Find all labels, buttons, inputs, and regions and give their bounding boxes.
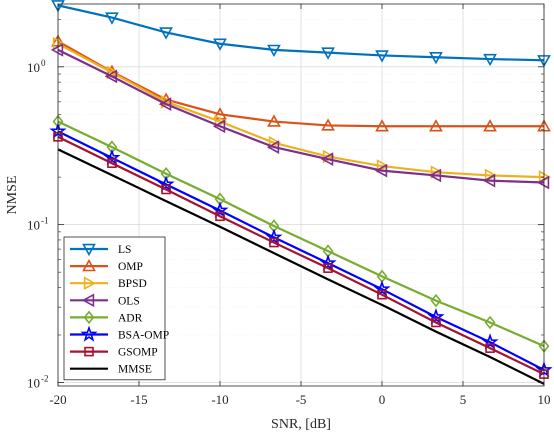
- legend-label-adr: ADR: [118, 312, 143, 324]
- data-point-ols: [374, 163, 388, 178]
- data-point-gsomp: [323, 263, 333, 273]
- series-omp: [51, 34, 551, 132]
- legend-marker-ols: [81, 293, 95, 308]
- legend-label-mmse: MMSE: [118, 364, 152, 376]
- legend-marker-adr: [83, 310, 95, 325]
- legend-marker-ls: [82, 243, 96, 257]
- data-point-ls: [105, 12, 119, 25]
- data-point-ls: [321, 47, 335, 60]
- series-layer: [49, 0, 553, 385]
- series-line-mmse: [57, 148, 545, 385]
- data-point-ols: [428, 168, 442, 183]
- series-line-adr: [57, 120, 545, 348]
- data-point-gsomp: [377, 289, 387, 300]
- series-mmse: [57, 148, 545, 385]
- data-point-omp: [375, 119, 389, 132]
- legend-label-ols: OLS: [118, 295, 140, 307]
- series-line-ols: [57, 48, 545, 184]
- data-point-gsomp: [161, 184, 171, 195]
- series-line-ls: [57, 4, 545, 62]
- data-point-bsa-omp: [427, 307, 445, 325]
- y-tick-exponent: 0: [41, 58, 46, 68]
- data-point-ols: [266, 140, 280, 154]
- data-point-adr: [484, 315, 496, 330]
- x-tick-label: 0: [379, 392, 386, 407]
- data-point-ols: [212, 119, 226, 134]
- data-point-omp: [267, 114, 281, 127]
- legend-marker-bpsd: [83, 276, 97, 291]
- data-point-ols: [482, 173, 496, 188]
- series-line-gsomp: [57, 135, 545, 376]
- x-tick-label: -15: [130, 392, 147, 407]
- data-point-gsomp: [107, 158, 117, 169]
- legend-marker-omp: [82, 258, 96, 272]
- data-point-gsomp: [431, 317, 441, 328]
- data-point-bpsd: [214, 114, 228, 129]
- legend-label-gsomp: GSOMP: [118, 347, 158, 359]
- x-tick-label: -20: [49, 392, 66, 407]
- data-point-gsomp: [215, 211, 225, 222]
- series-adr: [52, 114, 550, 353]
- y-tick-exponent: -1: [41, 216, 49, 226]
- series-ls: [51, 0, 551, 68]
- legend-marker-gsomp: [84, 346, 94, 357]
- y-tick-exponent: -2: [41, 373, 49, 383]
- data-point-bpsd: [376, 159, 390, 173]
- data-point-ls: [159, 27, 173, 40]
- data-point-bsa-omp: [157, 175, 175, 192]
- series-line-bpsd: [57, 42, 545, 179]
- data-point-ols: [536, 175, 550, 190]
- legend-label-bsa-omp: BSA-OMP: [118, 330, 169, 342]
- series-ols: [50, 43, 550, 190]
- data-point-bsa-omp: [373, 280, 391, 297]
- legend-marker-bsa-omp: [80, 325, 98, 342]
- y-tick-label: 10: [27, 218, 40, 233]
- legend-label-ls: LS: [118, 244, 131, 256]
- data-point-bsa-omp: [211, 201, 229, 218]
- data-point-ols: [50, 43, 64, 57]
- data-point-gsomp: [269, 237, 279, 248]
- data-point-omp: [483, 119, 497, 132]
- legend-box: [63, 236, 166, 381]
- data-point-omp: [429, 119, 443, 132]
- data-point-ls: [429, 52, 443, 65]
- data-point-omp: [321, 118, 335, 131]
- data-point-bsa-omp: [319, 254, 337, 271]
- series-line-bsa-omp: [57, 130, 545, 371]
- data-point-bsa-omp: [265, 228, 283, 245]
- data-point-bsa-omp: [103, 148, 121, 166]
- data-point-ls: [213, 38, 227, 51]
- legend-label-bpsd: BPSD: [118, 278, 147, 290]
- y-axis-label: NMSE: [5, 176, 20, 215]
- y-tick-label: 10: [27, 375, 40, 390]
- x-axis-label: SNR, [dB]: [271, 417, 331, 432]
- x-tick-label: 5: [460, 392, 467, 407]
- data-point-ls: [375, 50, 389, 63]
- data-point-ls: [51, 0, 65, 13]
- legend-label-omp: OMP: [118, 261, 143, 273]
- x-tick-label: -10: [211, 392, 228, 407]
- series-line-omp: [57, 40, 544, 128]
- x-tick-label: 10: [538, 392, 551, 407]
- data-point-ols: [104, 69, 118, 84]
- data-point-bpsd: [106, 65, 120, 80]
- data-point-adr: [430, 293, 442, 308]
- data-point-ols: [158, 97, 172, 112]
- data-point-ls: [483, 53, 497, 67]
- data-point-bpsd: [268, 135, 282, 150]
- data-point-ls: [267, 44, 281, 58]
- legend: LS OMP BPSD OLS ADR BSA-OMP GSOMP MMSE: [63, 236, 169, 381]
- data-point-gsomp: [485, 343, 495, 353]
- x-tick-label: -5: [296, 392, 307, 407]
- y-tick-label: 10: [27, 60, 40, 75]
- data-point-ols: [320, 152, 334, 167]
